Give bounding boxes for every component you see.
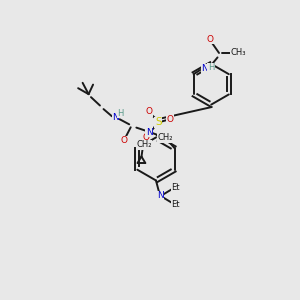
Text: N: N bbox=[157, 191, 164, 200]
Text: CH₃: CH₃ bbox=[230, 49, 246, 58]
Text: O: O bbox=[145, 107, 152, 116]
Text: H: H bbox=[208, 63, 214, 72]
Text: Et: Et bbox=[171, 183, 180, 192]
Text: O: O bbox=[207, 35, 214, 44]
Text: N: N bbox=[146, 128, 153, 137]
Text: N: N bbox=[202, 64, 208, 73]
Text: CH₂: CH₂ bbox=[158, 133, 173, 142]
Text: O: O bbox=[142, 133, 149, 142]
Text: Et: Et bbox=[171, 200, 180, 209]
Text: H: H bbox=[117, 109, 123, 118]
Text: N: N bbox=[112, 113, 119, 122]
Text: O: O bbox=[121, 136, 128, 145]
Text: CH₂: CH₂ bbox=[136, 140, 152, 149]
Text: S: S bbox=[155, 117, 162, 127]
Text: O: O bbox=[167, 115, 174, 124]
